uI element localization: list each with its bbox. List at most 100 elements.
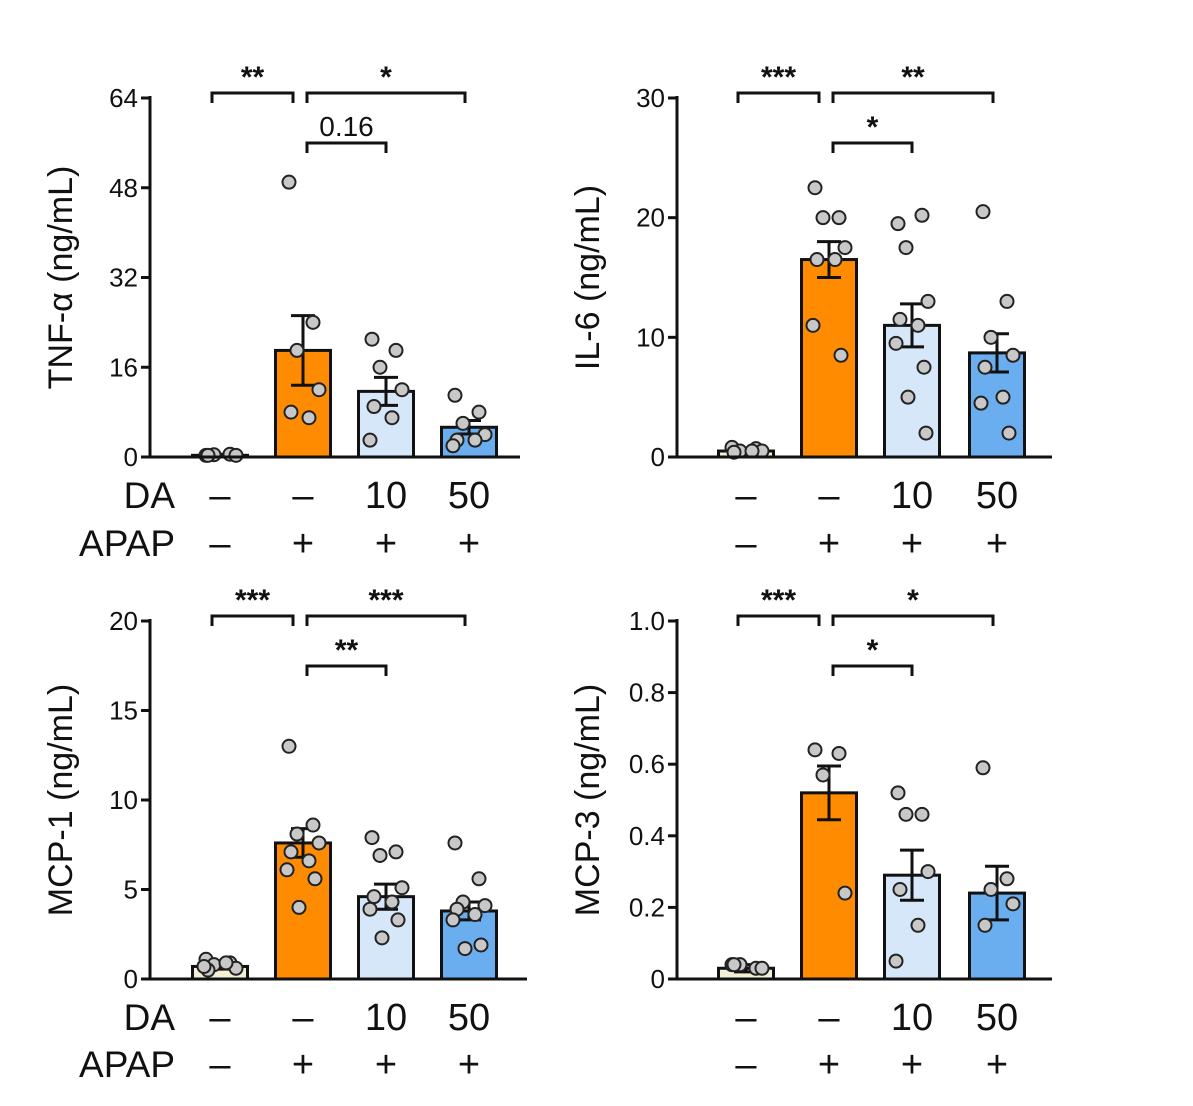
data-point bbox=[467, 907, 483, 923]
data-point bbox=[366, 889, 382, 905]
data-point bbox=[447, 835, 463, 851]
data-point bbox=[471, 404, 487, 420]
data-point bbox=[920, 864, 936, 880]
data-point bbox=[307, 871, 323, 887]
data-point bbox=[228, 447, 244, 463]
da-value: – bbox=[818, 997, 840, 1039]
da-value: 10 bbox=[891, 997, 933, 1039]
data-point bbox=[1005, 347, 1021, 363]
data-point bbox=[289, 342, 305, 358]
data-point bbox=[920, 293, 936, 309]
data-point bbox=[364, 331, 380, 347]
data-point bbox=[888, 335, 904, 351]
y-tick-label: 15 bbox=[109, 696, 138, 726]
data-point bbox=[914, 207, 930, 223]
bar-1 bbox=[800, 258, 858, 459]
data-point bbox=[384, 894, 400, 910]
data-point bbox=[892, 882, 908, 897]
da-row-label: DA bbox=[124, 475, 176, 516]
y-tick-label: 0 bbox=[124, 964, 138, 994]
data-point bbox=[311, 382, 327, 398]
significance-label: *** bbox=[761, 61, 796, 94]
y-tick-label: 10 bbox=[109, 785, 138, 815]
apap-value: + bbox=[458, 1044, 480, 1086]
significance-bracket bbox=[736, 614, 821, 626]
significance-label: ** bbox=[901, 61, 925, 94]
y-tick-label: 16 bbox=[109, 352, 138, 382]
significance-bracket bbox=[305, 91, 467, 103]
y-axis-label: MCP-1 (ng/mL) bbox=[42, 684, 80, 916]
data-point bbox=[910, 917, 926, 933]
significance-bracket bbox=[305, 664, 388, 676]
apap-value: + bbox=[818, 523, 840, 565]
data-point bbox=[918, 425, 934, 441]
data-point bbox=[815, 767, 831, 783]
data-point bbox=[910, 317, 926, 333]
y-axis-label: MCP-3 (ng/mL) bbox=[569, 684, 607, 916]
y-tick-label: 0 bbox=[124, 442, 138, 472]
data-point bbox=[384, 410, 400, 426]
data-point bbox=[890, 785, 906, 801]
apap-value: + bbox=[292, 523, 314, 565]
data-point bbox=[975, 760, 991, 776]
da-value: – bbox=[292, 475, 314, 517]
data-point bbox=[807, 742, 823, 758]
data-point bbox=[388, 342, 404, 358]
apap-value: – bbox=[209, 523, 231, 565]
data-point bbox=[1005, 896, 1021, 912]
data-point bbox=[983, 329, 999, 345]
apap-row-label: APAP bbox=[79, 1044, 175, 1085]
data-point bbox=[973, 395, 989, 411]
apap-value: + bbox=[375, 1044, 397, 1086]
da-value: – bbox=[818, 475, 840, 517]
data-point bbox=[372, 359, 388, 375]
da-value: – bbox=[735, 475, 757, 517]
data-point bbox=[394, 382, 410, 398]
significance-bracket bbox=[305, 141, 388, 153]
data-point bbox=[815, 210, 831, 226]
data-point bbox=[833, 347, 849, 363]
significance-label: *** bbox=[235, 584, 270, 617]
significance-label: *** bbox=[368, 584, 403, 617]
y-tick-label: 0 bbox=[651, 442, 665, 472]
data-point bbox=[809, 252, 825, 268]
apap-value: – bbox=[735, 1044, 757, 1086]
da-value: – bbox=[209, 475, 231, 517]
data-point bbox=[726, 957, 742, 973]
data-point bbox=[471, 871, 487, 887]
data-point bbox=[366, 399, 382, 415]
data-point bbox=[477, 898, 493, 914]
y-tick-label: 0.2 bbox=[629, 892, 665, 922]
significance-label: * bbox=[867, 634, 879, 667]
y-axis-label: TNF-α (ng/mL) bbox=[42, 166, 80, 390]
significance-bracket bbox=[831, 614, 995, 626]
y-tick-label: 20 bbox=[636, 203, 665, 233]
chart-panel-mcp3: MCP-3 (ng/mL)00.20.40.60.81.0*** **– –10 50… bbox=[569, 584, 1052, 1086]
y-tick-label: 32 bbox=[109, 263, 138, 293]
data-point bbox=[445, 912, 461, 928]
significance-label: ** bbox=[241, 61, 265, 94]
da-value: – bbox=[735, 997, 757, 1039]
data-point bbox=[305, 817, 321, 833]
data-point bbox=[305, 314, 321, 330]
data-point bbox=[364, 830, 380, 846]
data-point bbox=[283, 844, 299, 860]
significance-label: 0.16 bbox=[319, 111, 374, 142]
data-point bbox=[837, 240, 853, 256]
data-point bbox=[390, 912, 406, 928]
data-point bbox=[999, 293, 1015, 309]
data-point bbox=[888, 953, 904, 969]
y-tick-label: 20 bbox=[109, 606, 138, 636]
apap-value: + bbox=[986, 523, 1008, 565]
data-point bbox=[362, 901, 378, 917]
data-point bbox=[283, 404, 299, 420]
data-point bbox=[394, 880, 410, 896]
y-tick-label: 0.4 bbox=[629, 821, 665, 851]
data-point bbox=[983, 882, 999, 897]
data-point bbox=[467, 432, 483, 448]
data-point bbox=[457, 941, 473, 957]
data-point bbox=[892, 311, 908, 327]
